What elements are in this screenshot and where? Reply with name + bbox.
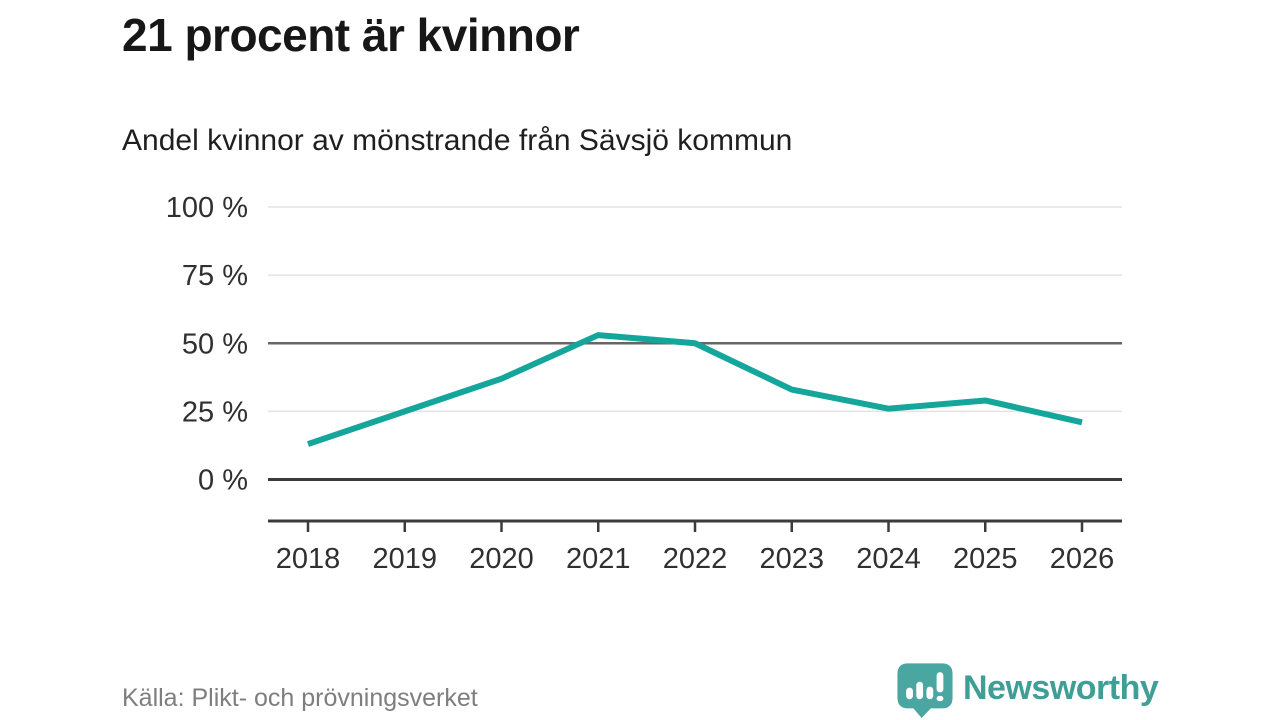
source-note: Källa: Plikt- och prövningsverket — [122, 684, 478, 712]
logo-bars — [906, 672, 944, 702]
ytick-label-0: 0 % — [198, 465, 248, 497]
xtick-label-2024: 2024 — [856, 543, 921, 575]
xtick-label-2021: 2021 — [566, 543, 631, 575]
xtick-label-2023: 2023 — [759, 543, 824, 575]
xtick-label-2025: 2025 — [953, 543, 1018, 575]
xtick-label-2020: 2020 — [469, 543, 534, 575]
data-series-line — [307, 332, 1083, 447]
newsworthy-speech-bubble-barchart-icon — [897, 663, 953, 719]
x-axis-tick-labels: 2018 2019 2020 2021 2022 2023 2024 2025 2026 — [276, 543, 1115, 575]
xtick-label-2026: 2026 — [1050, 543, 1115, 575]
newsworthy-logo-text: Newsworthy — [963, 669, 1159, 707]
ytick-label-75: 75 % — [182, 260, 248, 292]
chart-title: 21 procent är kvinnor — [122, 9, 580, 61]
xtick-label-2022: 2022 — [663, 543, 728, 575]
ytick-label-50: 50 % — [182, 328, 248, 360]
ytick-label-100: 100 % — [166, 192, 248, 224]
x-axis-tick-marks — [306, 521, 1084, 532]
logo-bubble-shape — [897, 663, 953, 719]
ytick-label-25: 25 % — [182, 396, 248, 428]
xtick-label-2018: 2018 — [276, 543, 341, 575]
xtick-label-2019: 2019 — [372, 543, 437, 575]
newsworthy-logo: Newsworthy — [896, 662, 1159, 719]
y-axis-tick-labels: 0 % 25 % 50 % 75 % 100 % — [166, 192, 248, 497]
chart-subtitle: Andel kvinnor av mönstrande från Sävsjö … — [122, 124, 793, 157]
